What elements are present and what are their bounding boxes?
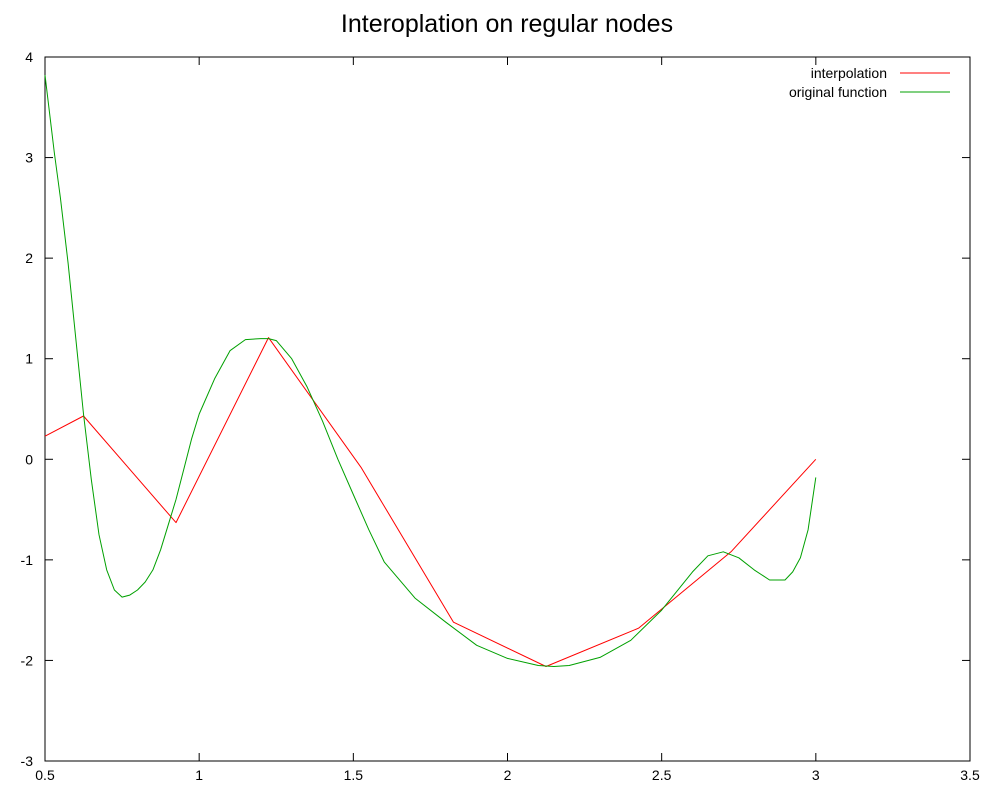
x-tick-label: 1.5 <box>344 767 364 783</box>
chart-title: Interoplation on regular nodes <box>341 10 673 38</box>
series-line-0 <box>44 337 817 667</box>
plot-area-border <box>44 56 971 762</box>
y-tick-label: 3 <box>25 150 33 166</box>
series-line-1 <box>44 75 817 667</box>
x-tick-label: 1 <box>195 767 203 783</box>
y-tick-label: 2 <box>25 250 33 266</box>
axis-ticks: 0.5 1 1.5 2 2.5 3 3.5 -3 -2 -1 0 1 2 3 4 <box>21 49 980 783</box>
y-tick-label: -2 <box>21 652 34 668</box>
x-tick-label: 2.5 <box>652 767 672 783</box>
y-tick-label: -3 <box>21 753 34 769</box>
series-group <box>44 75 817 667</box>
x-tick-label: 0.5 <box>35 767 55 783</box>
x-tick-label: 2 <box>504 767 512 783</box>
legend: interpolation original function <box>789 65 950 100</box>
x-tick-label: 3.5 <box>960 767 980 783</box>
y-tick-label: 1 <box>25 351 33 367</box>
y-tick-label: 0 <box>25 451 33 467</box>
y-tick-label: 4 <box>25 49 33 65</box>
x-tick-label: 3 <box>812 767 820 783</box>
y-tick-label: -1 <box>21 552 34 568</box>
legend-label-1: original function <box>789 84 887 100</box>
legend-label-0: interpolation <box>811 65 887 81</box>
